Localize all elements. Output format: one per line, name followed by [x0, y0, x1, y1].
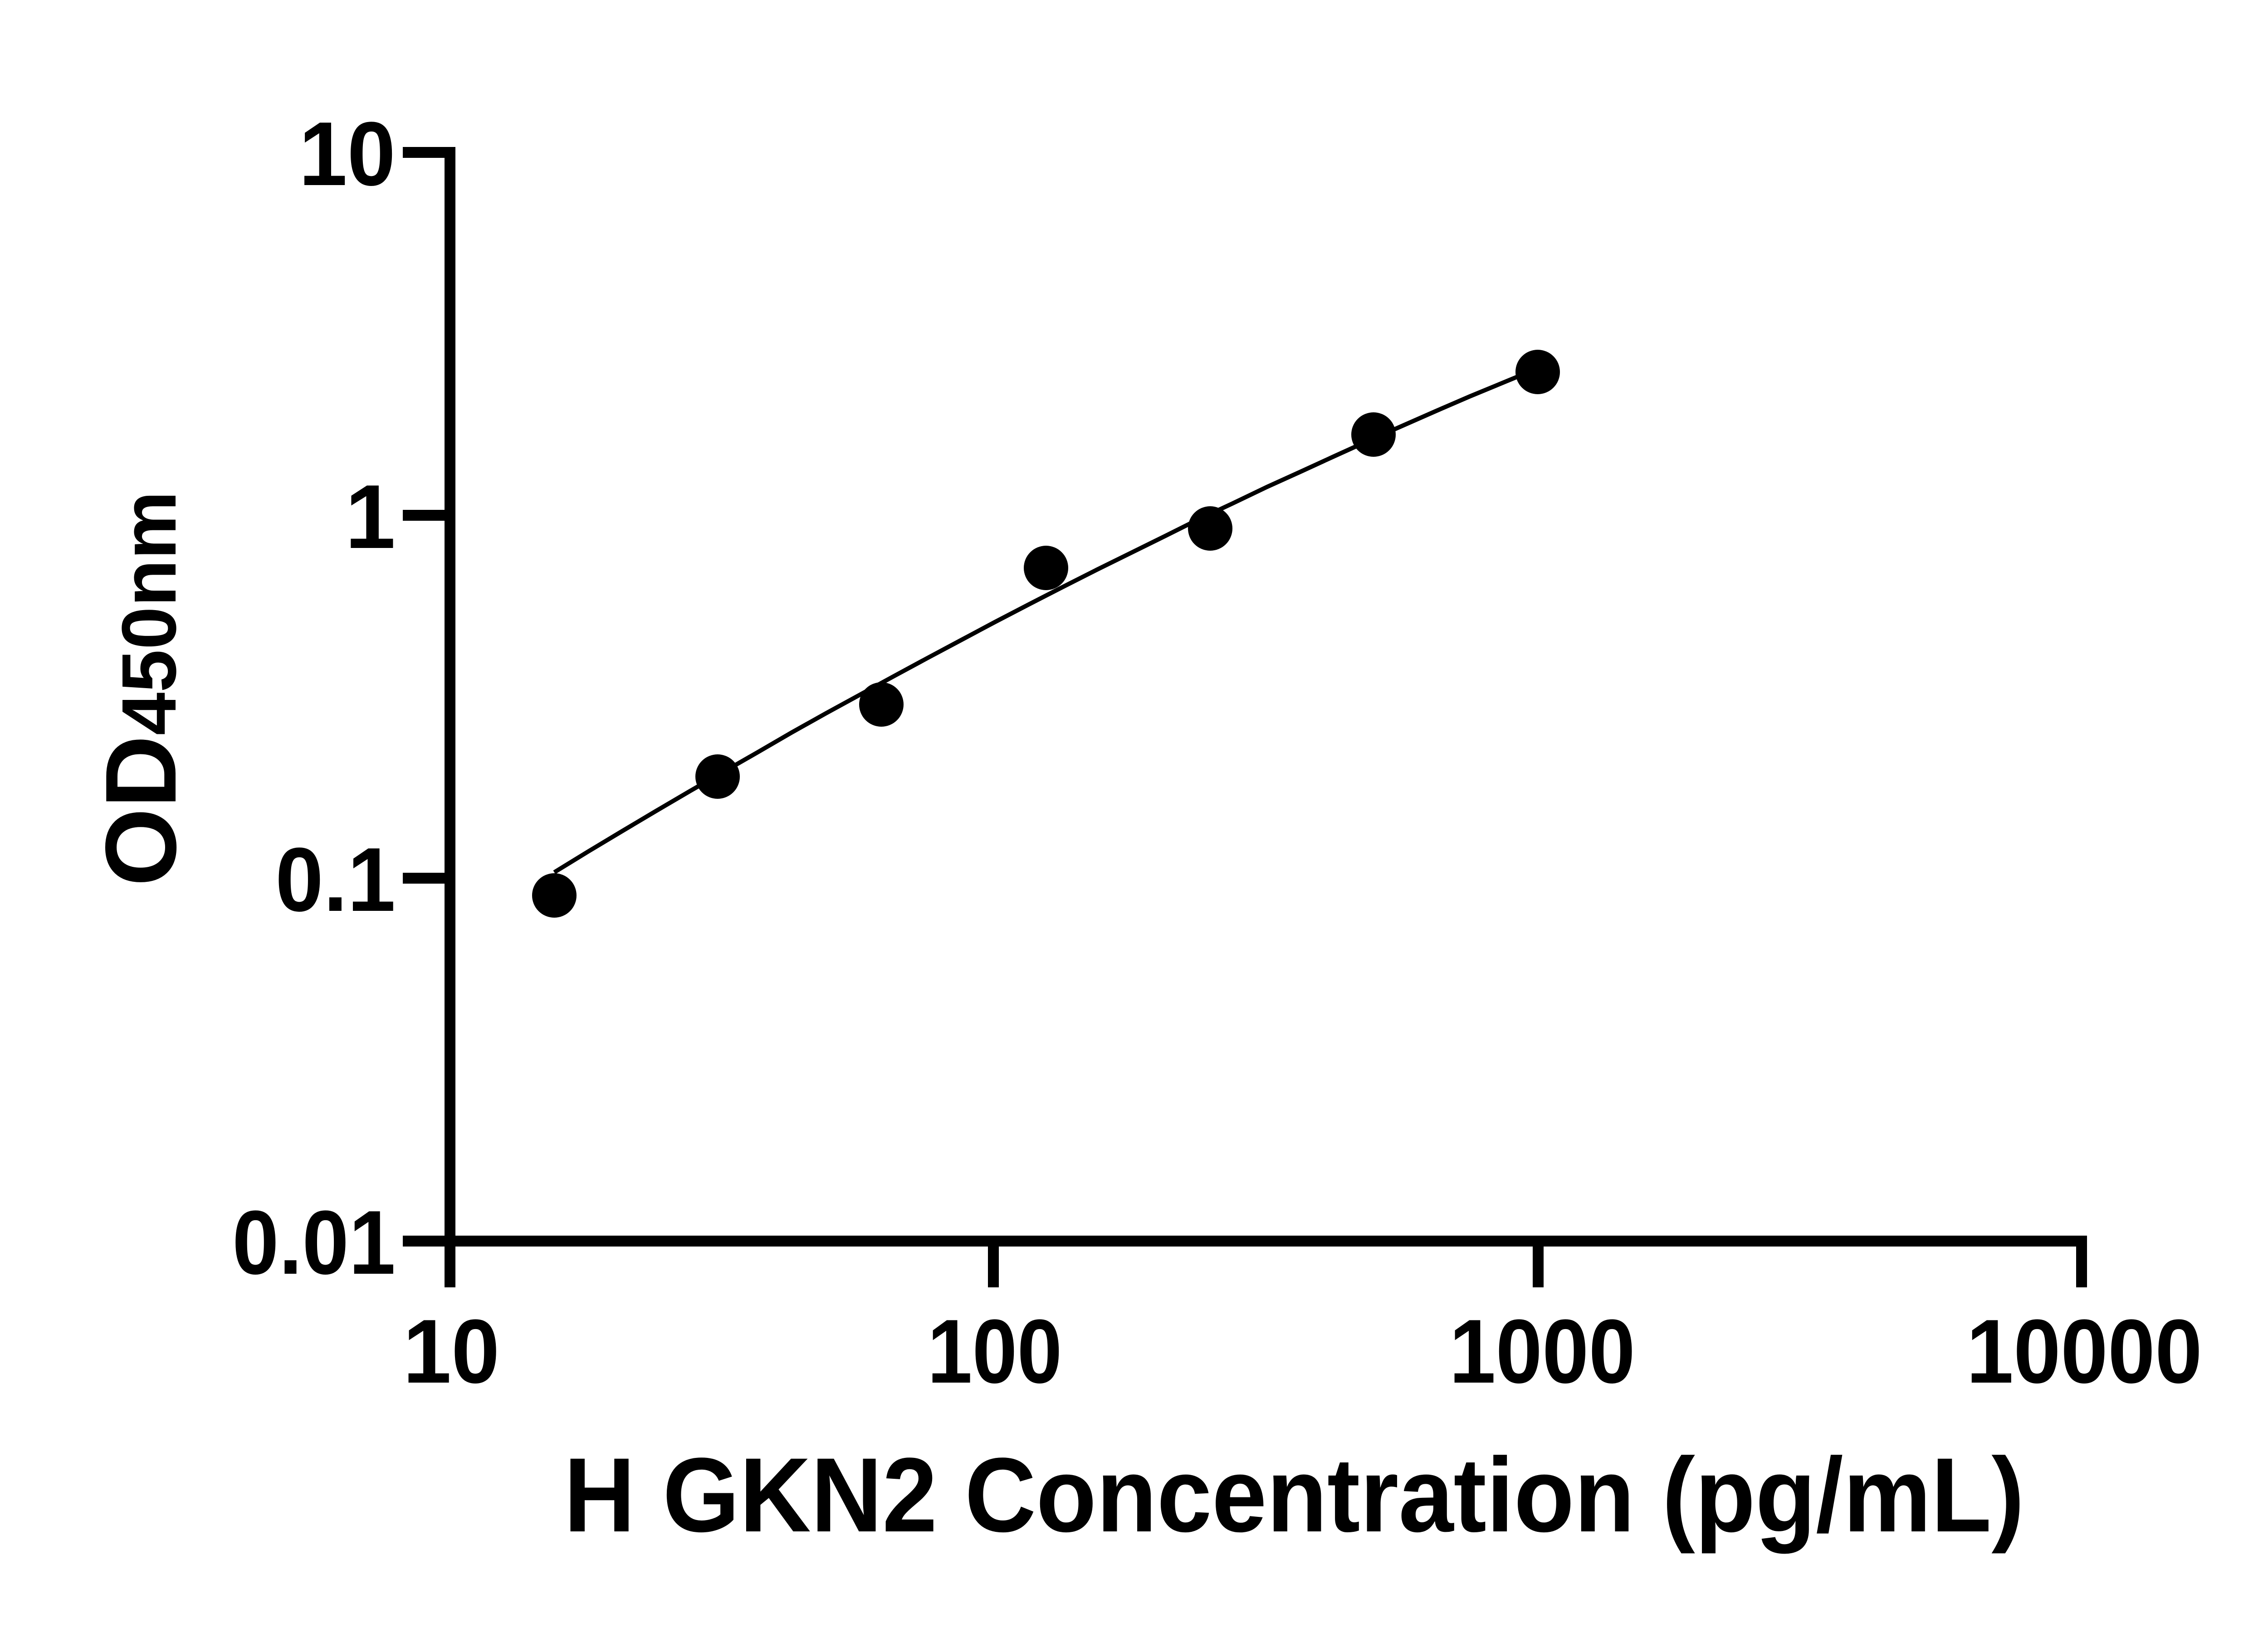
- svg-text:10000: 10000: [1966, 1301, 2202, 1402]
- svg-text:0.01: 0.01: [232, 1192, 396, 1293]
- svg-text:100: 100: [928, 1301, 1062, 1402]
- svg-text:H GKN2 Concentration (pg/mL): H GKN2 Concentration (pg/mL): [564, 1436, 2024, 1554]
- svg-text:10: 10: [403, 1301, 500, 1402]
- svg-text:OD450nm: OD450nm: [85, 491, 197, 886]
- svg-text:1000: 1000: [1449, 1301, 1635, 1402]
- svg-text:10: 10: [299, 103, 396, 205]
- svg-text:1: 1: [345, 466, 396, 567]
- svg-text:0.1: 0.1: [275, 829, 396, 930]
